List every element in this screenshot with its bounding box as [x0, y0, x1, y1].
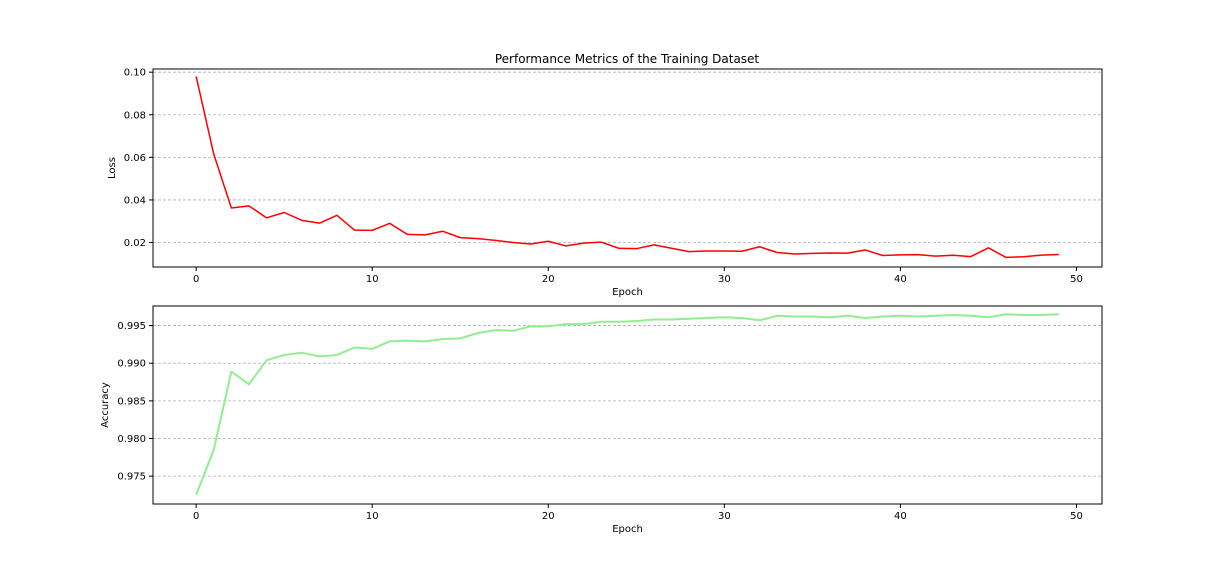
- loss-y-tick-label: 0.06: [124, 153, 146, 164]
- loss-plot-frame: [152, 68, 1103, 268]
- loss-plot: 0 10 20 30 40 50 0.02 0.04 0.06 0.08 0.10 Epoch L…: [107, 68, 1103, 298]
- loss-y-tick-label: 0.02: [124, 238, 146, 249]
- accuracy-x-tick-label: 10: [366, 511, 379, 522]
- accuracy-grid: [153, 325, 1102, 477]
- loss-y-tick-label: 0.10: [124, 68, 146, 79]
- loss-x-tick-label: 10: [366, 274, 379, 285]
- accuracy-y-tick-label: 0.975: [117, 472, 146, 483]
- loss-y-axis-label: Loss: [107, 157, 118, 179]
- accuracy-y-tick-label: 0.995: [117, 321, 146, 332]
- accuracy-x-tick-label: 40: [894, 511, 907, 522]
- accuracy-y-axis-label: Accuracy: [100, 382, 111, 428]
- loss-line-series: [195, 76, 1059, 259]
- accuracy-x-tick-label: 30: [718, 511, 731, 522]
- loss-x-tick-label: 30: [718, 274, 731, 285]
- accuracy-series: [195, 313, 1059, 496]
- accuracy-x-axis-label: Epoch: [612, 524, 643, 535]
- loss-y-tick-label: 0.04: [124, 195, 146, 206]
- accuracy-x-ticks: 0 10 20 30 40 50: [193, 504, 1083, 522]
- loss-y-ticks: 0.02 0.04 0.06 0.08 0.10: [124, 68, 153, 249]
- loss-x-tick-label: 0: [193, 274, 199, 285]
- accuracy-plot-frame: [152, 305, 1103, 505]
- loss-x-tick-label: 50: [1070, 274, 1083, 285]
- accuracy-x-tick-label: 0: [193, 511, 199, 522]
- accuracy-y-tick-label: 0.980: [117, 434, 146, 445]
- loss-x-tick-label: 20: [542, 274, 555, 285]
- loss-grid: [153, 71, 1102, 243]
- loss-x-ticks: 0 10 20 30 40 50: [193, 267, 1083, 285]
- accuracy-y-tick-label: 0.985: [117, 396, 146, 407]
- loss-y-tick-label: 0.08: [124, 110, 146, 121]
- loss-x-axis-label: Epoch: [612, 287, 643, 298]
- accuracy-line-series: [195, 313, 1059, 496]
- accuracy-y-tick-label: 0.990: [117, 359, 146, 370]
- accuracy-x-tick-label: 50: [1070, 511, 1083, 522]
- accuracy-x-tick-label: 20: [542, 511, 555, 522]
- loss-x-tick-label: 40: [894, 274, 907, 285]
- loss-series: [195, 76, 1059, 259]
- accuracy-y-ticks: 0.975 0.980 0.985 0.990 0.995: [117, 321, 153, 483]
- accuracy-plot: 0 10 20 30 40 50 0.975 0.980 0.985 0.990 0.995 Ep…: [100, 305, 1103, 535]
- chart-title: Performance Metrics of the Training Data…: [495, 52, 760, 66]
